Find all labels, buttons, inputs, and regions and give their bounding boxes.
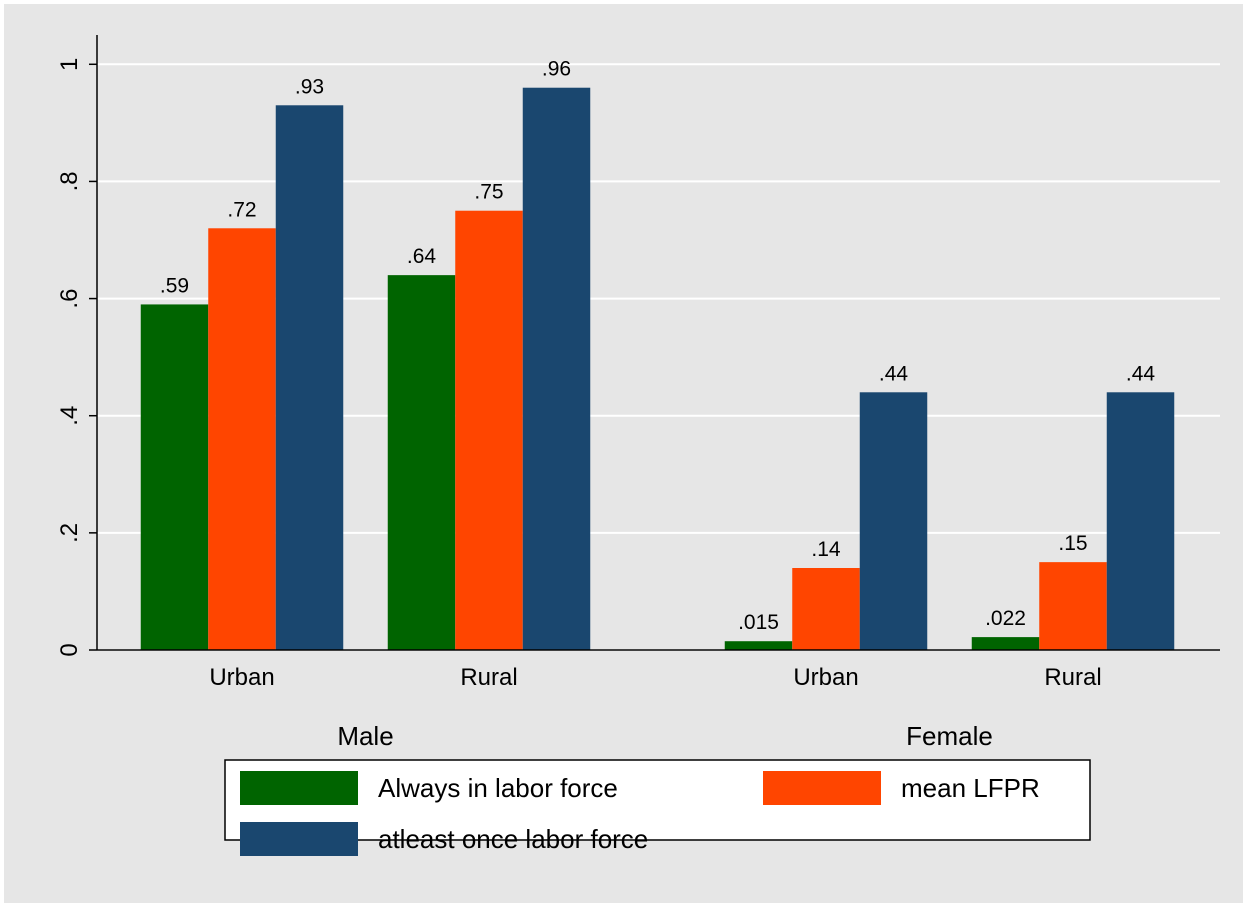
y-tick-label: .2 [56, 523, 83, 543]
bar [724, 641, 793, 650]
bar [208, 228, 276, 651]
value-label: .015 [738, 611, 779, 634]
value-label: .96 [542, 58, 571, 81]
y-tick-label: .8 [56, 171, 83, 191]
value-label: .14 [811, 538, 841, 561]
legend-box [224, 759, 1091, 841]
bar [1106, 392, 1175, 650]
value-label: .44 [879, 362, 909, 385]
bar [455, 210, 523, 650]
bar [522, 87, 591, 650]
value-label: .022 [985, 607, 1026, 630]
y-tick-label: 1 [56, 58, 83, 71]
bar [387, 275, 456, 650]
bar [971, 637, 1040, 650]
value-label: .59 [160, 274, 189, 297]
legend-swatch [763, 771, 881, 805]
value-label: .75 [474, 181, 503, 204]
legend-swatch [240, 822, 358, 856]
value-label: .72 [227, 198, 256, 221]
legend-label: mean LFPR [901, 773, 1040, 803]
value-label: .64 [407, 245, 437, 268]
bar [859, 392, 928, 650]
legend-swatch [240, 771, 358, 805]
x-tick-label: Rural [460, 664, 517, 691]
x-tick-label: Urban [209, 664, 274, 691]
bar [792, 568, 860, 650]
bar [1039, 562, 1107, 650]
bar [275, 105, 344, 651]
legend-label: Always in labor force [378, 773, 618, 803]
value-label: .15 [1058, 532, 1087, 555]
value-label: .44 [1126, 362, 1156, 385]
x-tick-label: Urban [793, 664, 858, 691]
y-tick-label: .4 [56, 406, 83, 426]
y-tick-label: .6 [56, 289, 83, 309]
bar [140, 304, 209, 650]
legend-label: atleast once labor force [378, 824, 648, 854]
group-label: Male [337, 721, 393, 751]
x-tick-label: Rural [1044, 664, 1101, 691]
group-label: Female [906, 721, 993, 751]
y-tick-label: 0 [56, 643, 83, 656]
value-label: .93 [295, 75, 324, 98]
